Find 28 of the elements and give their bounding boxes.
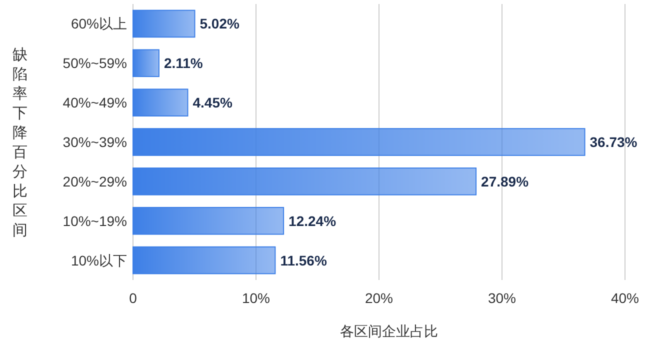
x-tick-label: 30% (488, 290, 516, 306)
bar (132, 128, 586, 156)
y-tick-label: 20%~29% (62, 173, 127, 190)
data-label: 27.89% (481, 173, 530, 190)
y-tick-label: 30%~39% (62, 134, 127, 150)
data-label: 12.24% (288, 212, 337, 229)
x-axis-title: 各区间企业占比 (340, 323, 438, 339)
data-label: 5.02% (200, 16, 240, 32)
data-label: 4.45% (192, 94, 233, 111)
y-tick-label: 10%以下 (70, 252, 127, 268)
x-tick-label: 10% (242, 290, 270, 306)
y-tick-label: 50%~59% (62, 55, 127, 72)
x-tick-label: 20% (364, 290, 394, 306)
data-label: 11.56% (280, 252, 328, 268)
y-tick-label: 60%以上 (70, 16, 127, 32)
bar (132, 10, 196, 38)
bar (132, 49, 160, 78)
bar (132, 206, 284, 235)
text: 缺陷率下降百分比区间 (12, 46, 28, 239)
x-tick-label: 0 (129, 290, 138, 306)
bar (132, 246, 276, 274)
data-label: 36.73% (590, 134, 638, 150)
y-tick-label: 10%~19% (62, 212, 127, 229)
bar (132, 168, 477, 196)
x-tick-label: 40% (610, 290, 640, 306)
bar (132, 88, 188, 116)
data-label: 2.11% (164, 55, 204, 72)
y-tick-label: 40%~49% (62, 94, 127, 111)
